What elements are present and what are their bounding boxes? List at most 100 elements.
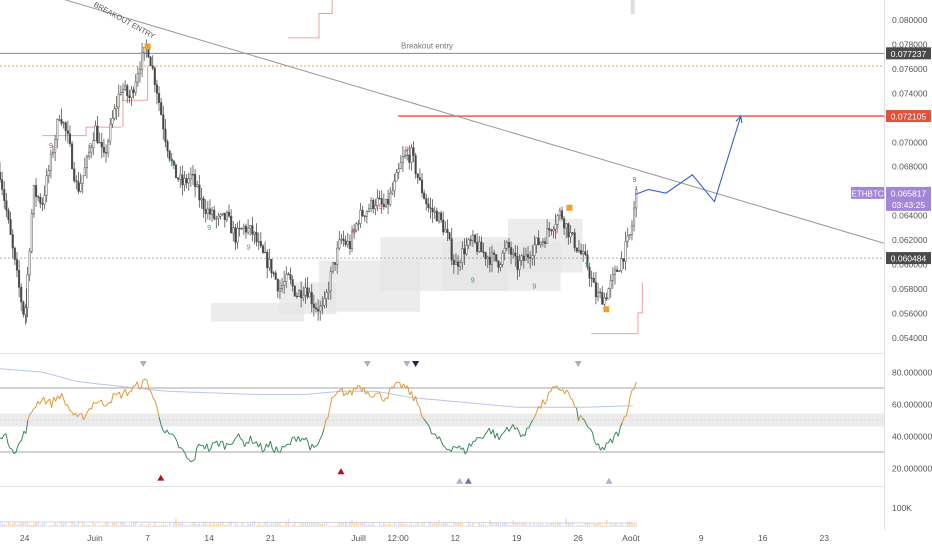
candle-body [20,287,22,302]
volume-bar [78,522,79,527]
candle-body [61,120,63,124]
candle-body [578,250,580,251]
volume-bar [127,525,128,527]
candle-body [428,204,430,208]
candle-body [580,250,582,253]
volume-bar [135,523,136,527]
volume-bar [14,522,15,527]
volume-bar [165,525,166,527]
volume-bar [375,526,376,527]
price-tick-label: 0.076000 [892,64,928,74]
candle-body [487,257,489,259]
volume-bar [481,524,482,527]
candle-body [46,176,48,196]
candle-body [534,245,536,256]
candle-body [101,142,103,147]
sequence-count-label: 9 [585,261,589,268]
volume-bar [336,525,337,527]
candle-body [387,199,389,204]
candle-body [366,211,368,216]
rsi-tick-label: 80.000000 [892,368,932,378]
volume-bar [110,526,111,527]
volume-bar [35,522,36,527]
candle-body [152,66,154,68]
sequence-count-label: 9 [352,228,356,235]
volume-bar [160,525,161,527]
candle-body [629,235,631,236]
candle-body [559,211,561,216]
volume-bar [513,520,514,527]
volume-bar [587,523,588,527]
volume-bar [580,525,581,527]
volume-bar [205,523,206,527]
candle-body [508,242,510,247]
candle-body [31,214,33,252]
candle-body [33,185,35,213]
candle-body [548,228,550,230]
candle-body [154,68,156,85]
breakout-entry-label: Breakout entry [401,41,453,50]
candle-body [12,234,14,248]
candle-body [275,273,277,279]
candle-body [462,249,464,263]
candle-body [226,212,228,220]
candle-body [190,174,192,179]
sequence-count-label: 9 [532,283,536,290]
candle-body [527,254,529,257]
candle-body [436,211,438,221]
volume-bar [203,523,204,527]
candle-body [158,93,160,102]
candle-body [614,270,616,275]
candle-body [222,213,224,215]
volume-bar [328,526,329,527]
volume-bar [50,525,51,527]
volume-bar [417,523,418,527]
volume-bar [296,525,297,527]
volume-bar [616,524,617,527]
candle-body [396,172,398,181]
price-tick-label: 0.062000 [892,235,928,245]
volume-bar [523,523,524,527]
volume-bar [472,523,473,527]
candle-body [93,141,95,148]
volume-bar [345,522,346,527]
candle-body [207,209,209,214]
signal-marker [566,205,572,211]
volume-bar [37,522,38,527]
volume-bar [362,523,363,527]
sequence-count-label: 9 [554,228,558,235]
candle-body [336,248,338,264]
candle-body [551,230,553,231]
candle-body [129,96,131,98]
candle-body [347,241,349,244]
volume-bar [29,525,30,527]
time-tick-label: 24 [20,533,30,543]
candle-body [540,242,542,244]
candle-body [498,261,500,267]
volume-bar [339,522,340,527]
price-tick-label: 0.080000 [892,15,928,25]
candle-body [0,172,1,179]
candle-body [194,174,196,186]
candle-body [296,296,298,297]
candle-body [385,199,387,207]
volume-bar [623,525,624,527]
volume-bar [379,523,380,527]
candle-body [118,94,120,107]
volume-bar [48,526,49,527]
volume-bar [451,526,452,527]
volume-bar [213,523,214,527]
candle-body [529,257,531,258]
volume-bar [510,524,511,527]
candle-body [188,179,190,183]
volume-bar [347,524,348,527]
volume-bar [540,524,541,527]
candle-body [307,288,309,297]
candle-body [544,242,546,244]
volume-bar [368,523,369,527]
volume-bar [343,523,344,527]
volume-bar [485,525,486,527]
volume-bar [233,526,234,527]
candle-body [252,226,254,235]
volume-bar [23,523,24,527]
